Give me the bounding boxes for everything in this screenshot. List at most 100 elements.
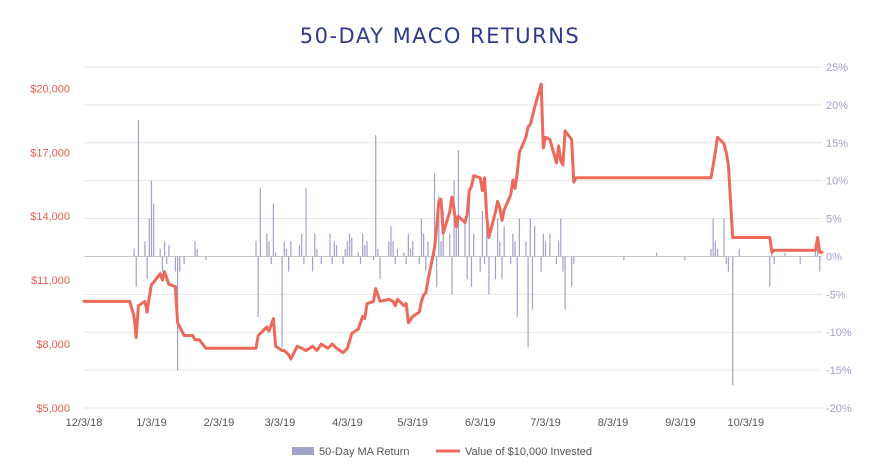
- left-axis-tick: $17,000: [30, 147, 70, 159]
- x-axis-tick: 12/3/18: [66, 417, 103, 429]
- return-bar: [320, 256, 322, 265]
- return-bar: [205, 256, 207, 261]
- return-bar: [710, 248, 712, 257]
- x-axis-tick: 3/3/19: [265, 417, 296, 429]
- return-bar: [716, 248, 719, 257]
- return-bar: [270, 256, 272, 265]
- return-bar: [133, 248, 135, 257]
- right-axis-tick: -15%: [826, 365, 852, 377]
- return-bar: [466, 256, 468, 280]
- return-bar: [377, 248, 379, 257]
- return-bar: [362, 233, 364, 257]
- return-bar: [268, 241, 270, 257]
- right-axis-tick: -5%: [826, 289, 846, 301]
- return-bar: [712, 218, 714, 257]
- return-bar: [283, 241, 285, 257]
- return-bar: [527, 256, 529, 348]
- x-axis-tick: 5/3/19: [397, 417, 428, 429]
- return-bar: [329, 233, 331, 257]
- return-bar: [311, 256, 314, 272]
- return-bar: [518, 218, 520, 257]
- return-bar: [288, 256, 290, 272]
- return-bar: [348, 233, 351, 257]
- return-bar: [784, 252, 786, 257]
- return-bar: [351, 237, 353, 257]
- x-axis-tick: 4/3/19: [332, 417, 363, 429]
- return-bars: [133, 120, 821, 386]
- return-bar: [272, 203, 274, 257]
- return-bar: [298, 245, 301, 257]
- x-axis-tick: 8/3/19: [598, 417, 629, 429]
- return-bar: [196, 248, 198, 257]
- right-axis-tick: 20%: [826, 100, 848, 112]
- return-bar: [549, 233, 551, 257]
- legend-label-line: Value of $10,000 Invested: [465, 446, 592, 458]
- return-bar: [303, 256, 305, 265]
- return-bar: [769, 256, 771, 287]
- return-bar: [403, 252, 405, 257]
- return-bar: [732, 256, 734, 386]
- return-bar: [534, 226, 536, 257]
- return-bar: [314, 233, 316, 257]
- return-bar: [455, 226, 457, 257]
- return-bar: [727, 256, 729, 272]
- return-bar: [168, 245, 170, 257]
- right-axis-tick: 15%: [826, 138, 848, 150]
- right-axis-tick: -10%: [826, 327, 852, 339]
- return-bar: [468, 188, 470, 257]
- return-bar: [479, 256, 481, 272]
- legend-label-bar: 50-Day MA Return: [319, 446, 409, 458]
- return-bar: [510, 256, 512, 265]
- legend: 50-Day MA Return Value of $10,000 Investe…: [292, 446, 592, 458]
- return-bar: [555, 256, 558, 265]
- return-bar: [331, 256, 333, 265]
- left-axis-tick: $14,000: [30, 211, 70, 223]
- return-bar: [438, 195, 440, 257]
- return-bar: [486, 226, 488, 257]
- return-bar: [364, 245, 366, 257]
- return-bar: [179, 256, 181, 272]
- return-bar: [316, 248, 318, 257]
- x-axis-tick: 7/3/19: [530, 417, 561, 429]
- right-axis-tick: 10%: [826, 176, 848, 188]
- legend-swatch-bar: [292, 447, 314, 455]
- return-bar: [301, 233, 303, 257]
- return-bar: [346, 241, 349, 257]
- return-bar: [714, 241, 716, 257]
- return-bar: [290, 241, 292, 257]
- right-axis-tick: 25%: [826, 62, 848, 74]
- return-bar: [359, 256, 362, 265]
- return-bar: [436, 256, 438, 287]
- return-bar: [501, 256, 503, 280]
- return-bar: [427, 241, 429, 257]
- x-axis-tick: 9/3/19: [665, 417, 696, 429]
- return-bar: [817, 241, 819, 257]
- return-bar: [412, 241, 414, 257]
- return-bar: [394, 256, 396, 265]
- return-bar: [449, 233, 451, 257]
- right-axis-tick: 5%: [826, 214, 842, 226]
- return-bar: [540, 256, 542, 272]
- right-axis-tick: 0%: [826, 251, 842, 263]
- return-bar: [166, 256, 168, 265]
- x-axis-tick: 6/3/19: [465, 417, 496, 429]
- return-bar: [655, 252, 658, 257]
- return-bar: [470, 256, 473, 287]
- return-bar: [161, 256, 163, 272]
- return-bar: [274, 252, 277, 257]
- return-bar: [573, 256, 575, 265]
- return-bar: [183, 256, 185, 265]
- return-bar: [163, 241, 166, 257]
- return-bar: [423, 233, 425, 257]
- left-axis-tick: $20,000: [30, 83, 70, 95]
- return-bar: [497, 218, 499, 257]
- return-bar: [773, 256, 775, 265]
- return-bar: [684, 256, 686, 261]
- return-bar: [390, 226, 392, 257]
- left-axis-tick: $8,000: [36, 339, 70, 351]
- axis-labels: -20% -15% -10% -5% 0% 5% 10% 15% 20% 25% $5,000 $8,…: [30, 62, 852, 429]
- return-bar: [266, 233, 268, 257]
- return-bar: [488, 256, 490, 295]
- return-bar: [457, 150, 460, 257]
